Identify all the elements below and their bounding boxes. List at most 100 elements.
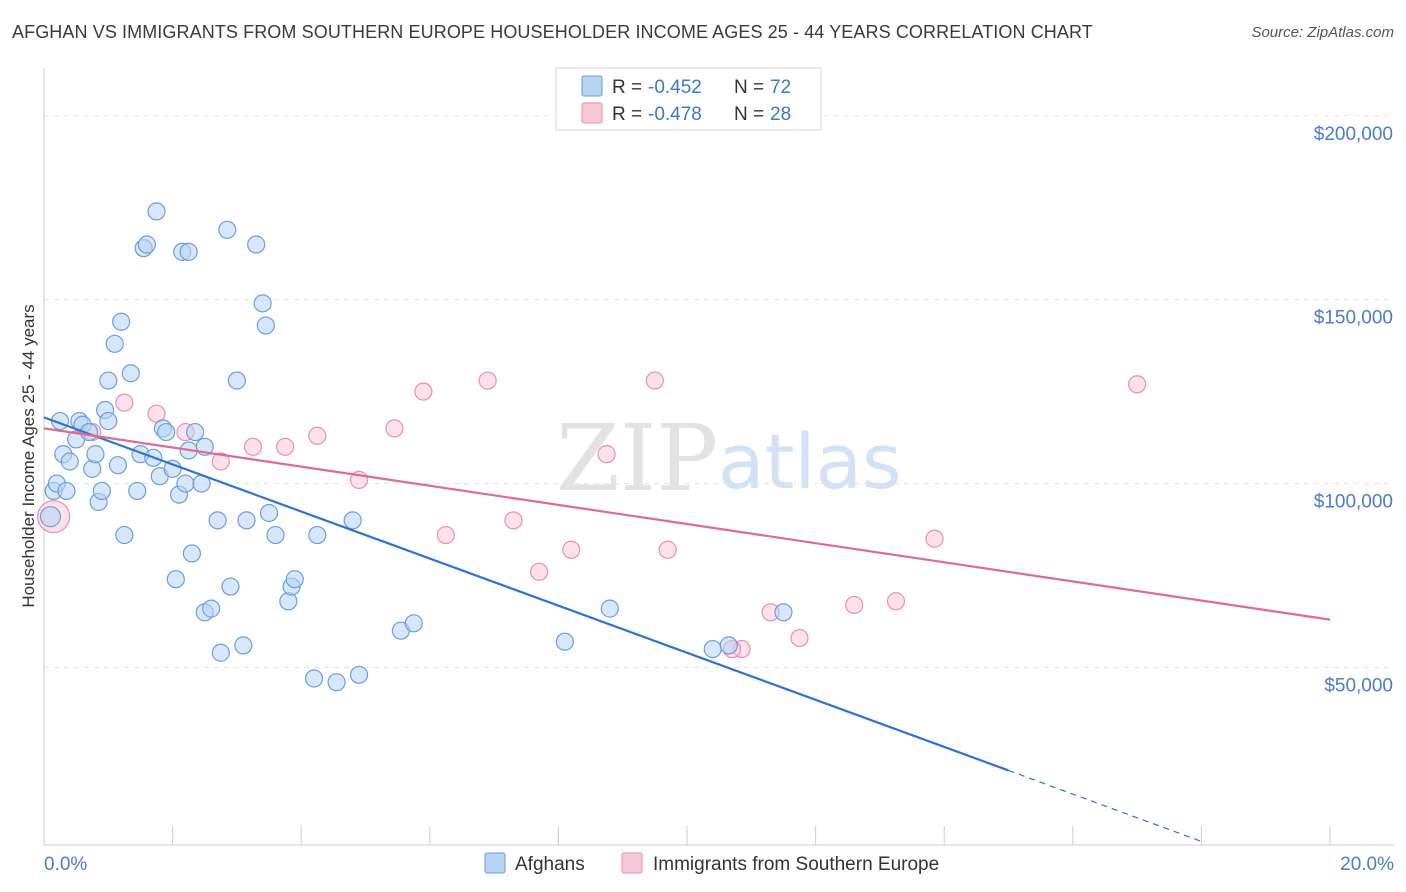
afghans-point-52 bbox=[247, 235, 266, 254]
afghans-point-50 bbox=[234, 636, 253, 655]
legend-r-value-southern-europe: -0.478 bbox=[648, 104, 702, 125]
legend-n-label-afghans: N = bbox=[734, 77, 764, 98]
afghans-point-67 bbox=[555, 632, 574, 651]
southern-europe-point-14 bbox=[504, 511, 523, 530]
legend-r-label-southern-europe: R = bbox=[612, 104, 642, 125]
afghans-point-39 bbox=[182, 544, 201, 563]
axes bbox=[43, 68, 1394, 846]
legend-swatch-afghans bbox=[581, 75, 603, 97]
afghans-point-14 bbox=[92, 481, 111, 501]
afghans-point-69 bbox=[703, 639, 722, 659]
afghans-point-37 bbox=[179, 242, 198, 261]
afghans-point-64 bbox=[349, 665, 369, 684]
afghans-point-59 bbox=[285, 570, 304, 589]
y-tick-label-0: $50,000 bbox=[1324, 675, 1393, 696]
y-tick-label-3: $200,000 bbox=[1314, 124, 1393, 145]
afghans-point-11 bbox=[83, 459, 102, 478]
watermark-zip: ZIP bbox=[556, 405, 718, 512]
legend-r-value-afghans: -0.452 bbox=[648, 77, 702, 98]
bottom-legend-label-afghans: Afghans bbox=[515, 854, 585, 875]
southern-europe-point-2 bbox=[115, 393, 134, 412]
afghans-point-36 bbox=[176, 474, 195, 493]
southern-europe-point-10 bbox=[385, 419, 404, 438]
chart-title: AFGHAN VS IMMIGRANTS FROM SOUTHERN EUROP… bbox=[12, 22, 1093, 42]
afghans-point-62 bbox=[327, 673, 346, 692]
legend-r-label-afghans: R = bbox=[612, 77, 642, 98]
bottom-legend-label-southern-europe: Immigrants from Southern Europe bbox=[653, 854, 939, 875]
southern-europe-trend-line bbox=[43, 427, 1331, 621]
afghans-point-23 bbox=[128, 481, 147, 501]
y-tick-labels: $50,000 $100,000 $150,000 $200,000 bbox=[1314, 124, 1393, 697]
afghans-point-68 bbox=[600, 599, 619, 618]
y-tick-label-1: $100,000 bbox=[1314, 492, 1393, 513]
southern-europe-point-12 bbox=[436, 525, 455, 545]
afghans-point-17 bbox=[99, 371, 118, 390]
afghans-point-49 bbox=[227, 371, 246, 390]
afghans-point-46 bbox=[211, 643, 230, 662]
southern-europe-point-17 bbox=[597, 445, 616, 464]
afghans-point-6 bbox=[60, 452, 79, 471]
afghans-point-44 bbox=[202, 599, 221, 618]
southern-europe-point-8 bbox=[308, 426, 327, 445]
watermark: ZIP atlas bbox=[556, 405, 902, 512]
afghans-point-28 bbox=[147, 202, 166, 221]
southern-europe-point-25 bbox=[925, 529, 944, 548]
southern-europe-point-13 bbox=[478, 371, 497, 390]
watermark-atlas: atlas bbox=[718, 417, 902, 506]
afghans-point-18 bbox=[105, 334, 124, 353]
southern-europe-point-7 bbox=[276, 437, 295, 456]
afghans-point-60 bbox=[304, 669, 324, 688]
bottom-legend-swatch-afghans bbox=[484, 852, 506, 874]
legend-n-value-southern-europe: 28 bbox=[770, 104, 791, 125]
afghans-point-5 bbox=[57, 481, 76, 501]
afghans-point-55 bbox=[259, 503, 279, 523]
afghans-point-53 bbox=[253, 294, 272, 313]
afghans-point-63 bbox=[343, 511, 362, 530]
southern-europe-point-18 bbox=[645, 371, 664, 390]
southern-europe-point-19 bbox=[658, 540, 677, 559]
southern-europe-point-16 bbox=[562, 540, 581, 559]
afghans-point-21 bbox=[115, 525, 134, 545]
southern-europe-point-23 bbox=[845, 595, 864, 615]
afghans-point-71 bbox=[774, 603, 793, 622]
afghans-point-22 bbox=[121, 364, 140, 383]
source-label: Source: ZipAtlas.com bbox=[1251, 24, 1394, 41]
x-tick-labels: 0.0% 20.0% bbox=[44, 854, 1394, 875]
afghans-trend-line bbox=[43, 416, 1009, 772]
legend-swatch-southern-europe bbox=[581, 102, 603, 124]
afghans-point-47 bbox=[218, 220, 237, 239]
afghans-point-19 bbox=[108, 456, 128, 475]
afghans-point-40 bbox=[186, 422, 205, 442]
series-afghans-points bbox=[39, 202, 793, 692]
legend-box: R = -0.452 N = 72 R = -0.478 N = 28 bbox=[555, 67, 822, 131]
legend-n-value-afghans: 72 bbox=[770, 77, 791, 98]
bottom-legend-swatch-southern-europe bbox=[621, 852, 643, 874]
southern-europe-point-5 bbox=[211, 452, 230, 471]
southern-europe-point-22 bbox=[790, 628, 809, 648]
afghans-point-45 bbox=[208, 511, 227, 530]
y-tick-label-2: $150,000 bbox=[1314, 308, 1393, 329]
bottom-legend: Afghans Immigrants from Southern Europe bbox=[484, 852, 939, 875]
x-tick-label-left: 0.0% bbox=[44, 854, 87, 875]
afghans-point-32 bbox=[163, 459, 182, 478]
southern-europe-point-26 bbox=[1127, 375, 1147, 394]
southern-europe-point-6 bbox=[243, 437, 263, 456]
afghans-point-33 bbox=[166, 570, 185, 589]
legend-n-label-southern-europe: N = bbox=[734, 104, 764, 125]
southern-europe-point-24 bbox=[886, 592, 906, 611]
afghans-point-51 bbox=[237, 511, 256, 530]
southern-europe-point-11 bbox=[414, 382, 433, 401]
afghans-point-57 bbox=[279, 592, 298, 611]
afghans-point-56 bbox=[266, 525, 285, 545]
southern-europe-point-15 bbox=[530, 562, 549, 581]
afghans-point-66 bbox=[404, 614, 423, 633]
afghans-point-48 bbox=[221, 577, 240, 596]
afghans-point-61 bbox=[308, 525, 327, 545]
afghans-point-70 bbox=[719, 636, 738, 655]
trend-lines bbox=[43, 416, 1331, 842]
afghans-point-20 bbox=[112, 312, 131, 331]
grid-lines bbox=[44, 115, 1394, 668]
afghans-point-26 bbox=[137, 235, 156, 254]
afghans-point-12 bbox=[86, 445, 105, 464]
